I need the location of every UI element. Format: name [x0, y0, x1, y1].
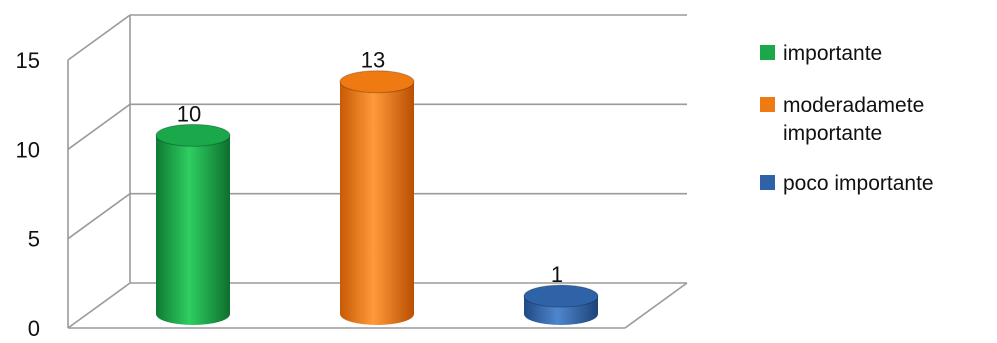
bar-top	[155, 123, 231, 147]
data-label: 1	[551, 262, 563, 287]
legend-swatch	[760, 45, 775, 60]
legend-swatch	[760, 175, 775, 190]
bar-body	[156, 135, 230, 325]
bar: 10	[155, 101, 231, 325]
bar: 1	[523, 262, 599, 325]
bar-top	[339, 70, 415, 94]
y-tick-label: 15	[16, 48, 40, 73]
bar-body	[340, 81, 414, 325]
legend-label: moderadamete importante	[783, 94, 925, 145]
legend-swatch	[760, 97, 775, 112]
legend-label: poco importante	[783, 172, 934, 195]
chart-legend: importante moderadamete importante poco …	[760, 40, 995, 220]
bar: 13	[339, 48, 415, 325]
data-label: 10	[177, 101, 201, 126]
y-tick-label: 0	[28, 316, 40, 341]
data-label: 13	[361, 48, 385, 73]
legend-label: importante	[783, 42, 883, 65]
y-axis-ticks: 0 5 10 15	[16, 48, 40, 341]
bar-top	[523, 284, 599, 308]
y-tick-label: 10	[16, 137, 40, 162]
legend-item-poco-importante: poco importante	[760, 170, 995, 198]
legend-item-importante: importante	[760, 40, 995, 68]
chart-bars: 10 13 1	[155, 48, 599, 325]
legend-item-moderadamete-importante: moderadamete importante	[760, 92, 995, 148]
y-tick-label: 5	[28, 227, 40, 252]
